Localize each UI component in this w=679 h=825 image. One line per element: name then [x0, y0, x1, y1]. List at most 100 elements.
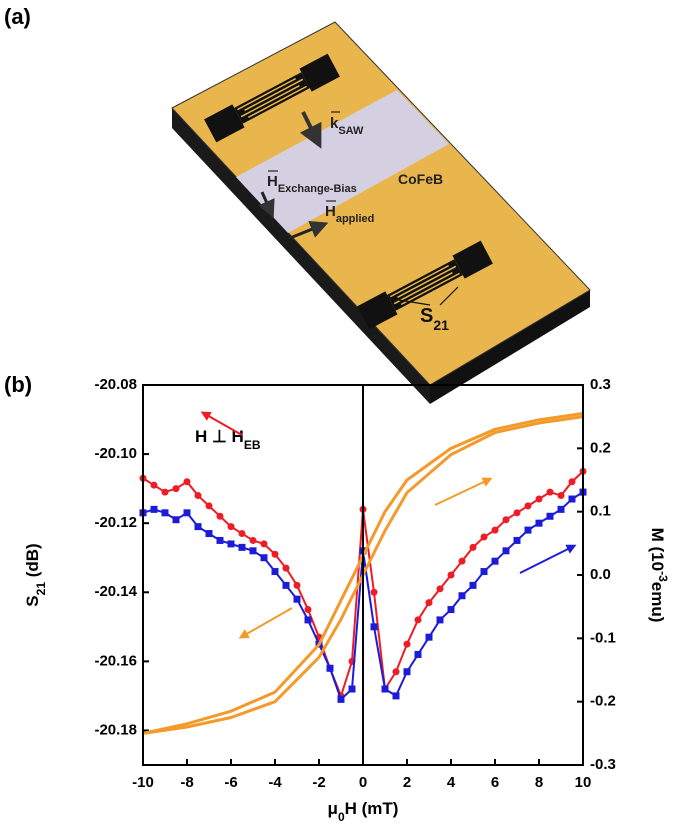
text-part: applied [336, 213, 375, 225]
marker [480, 533, 488, 541]
marker [150, 505, 158, 513]
text-part: emu) [648, 582, 667, 623]
marker [568, 478, 576, 486]
panel-label: (a) [4, 4, 31, 29]
annotation: H ⊥ HEB [195, 427, 261, 452]
marker [194, 523, 202, 531]
text-part: Exchange-Bias [278, 183, 357, 195]
text-part: 21 [34, 582, 48, 596]
panel-label: (b) [4, 372, 32, 397]
x-tick-label: -4 [268, 774, 282, 791]
marker [150, 481, 158, 489]
y2-tick-label: 0.2 [590, 439, 611, 456]
marker [326, 664, 334, 672]
text-part: M (10 [648, 528, 667, 571]
marker [205, 530, 213, 538]
marker [161, 509, 169, 517]
text-part: H ⊥ H [195, 427, 244, 446]
marker [403, 668, 411, 676]
marker [183, 509, 191, 517]
marker [337, 695, 345, 703]
x-tick-label: 8 [535, 774, 543, 791]
slab-side [430, 290, 590, 404]
y-tick-label: -20.12 [94, 514, 137, 531]
marker [557, 492, 565, 500]
marker [161, 488, 169, 496]
cofeb-band [236, 90, 449, 233]
schematic: (a) kSAW HExchange-Bias CoFeB Happlied S… [4, 4, 591, 404]
x-tick-label: -10 [132, 774, 154, 791]
text-part: S [23, 595, 42, 606]
marker [227, 540, 235, 548]
marker [425, 633, 433, 641]
plot-frame [142, 384, 584, 766]
marker [524, 526, 532, 534]
arrow [289, 220, 329, 240]
marker [480, 568, 488, 576]
marker [172, 516, 180, 524]
y2-axis-label: M (10-3emu) [648, 528, 670, 623]
marker [216, 512, 224, 520]
marker [491, 557, 499, 565]
text-part: μ [328, 799, 338, 818]
marker [205, 502, 213, 510]
arrow [258, 191, 275, 219]
marker [238, 543, 246, 551]
marker [436, 616, 444, 624]
marker [216, 536, 224, 544]
marker [370, 588, 378, 596]
text-part: H [267, 173, 278, 190]
marker [447, 571, 455, 579]
text-part: (dB) [23, 543, 42, 582]
slab-side [172, 108, 430, 404]
y-tick-label: -20.14 [94, 583, 137, 600]
y-tick-label: -20.08 [94, 376, 137, 393]
arrow [434, 477, 493, 506]
marker [513, 536, 521, 544]
arrow [299, 111, 322, 149]
marker [458, 592, 466, 600]
marker [348, 685, 356, 693]
marker [370, 623, 378, 631]
marker [524, 502, 532, 510]
marker [414, 650, 422, 658]
s21-label: S21 [420, 305, 449, 333]
marker [502, 547, 510, 555]
y2-tick-label: -0.3 [590, 756, 616, 773]
marker [436, 585, 444, 593]
marker [491, 526, 499, 534]
idt [357, 240, 493, 330]
text-part: SAW [338, 125, 364, 137]
marker [392, 668, 400, 676]
marker [458, 557, 466, 565]
k-saw-label: kSAW [330, 115, 364, 137]
text-part: 0 [338, 810, 345, 824]
x-tick-label: -2 [312, 774, 325, 791]
marker [194, 492, 202, 500]
marker [535, 495, 543, 503]
marker [172, 485, 180, 493]
y2-tick-label: -0.1 [590, 629, 616, 646]
pointer-line [379, 296, 431, 306]
x-tick-label: 6 [491, 774, 499, 791]
slab-top [171, 21, 591, 386]
y-tick-label: -20.18 [94, 721, 137, 738]
plot: -10 -8 -6 -4 -2 0 2 4 6 8 10 -20.18 -20.16 -20.14 -20.… [94, 376, 615, 791]
marker [260, 554, 268, 562]
marker [293, 595, 301, 603]
y2-tick-label: 0.0 [590, 566, 611, 583]
marker [414, 616, 422, 624]
marker [502, 516, 510, 524]
marker [469, 581, 477, 589]
marker [447, 606, 455, 614]
marker [392, 692, 400, 700]
material-label: CoFeB [398, 171, 443, 187]
marker [546, 512, 554, 520]
marker [260, 540, 268, 548]
marker [282, 581, 290, 589]
marker [568, 495, 576, 503]
marker [249, 536, 257, 544]
marker [557, 505, 565, 513]
applied-label: Happlied [325, 203, 374, 225]
text-part: 21 [433, 317, 449, 333]
